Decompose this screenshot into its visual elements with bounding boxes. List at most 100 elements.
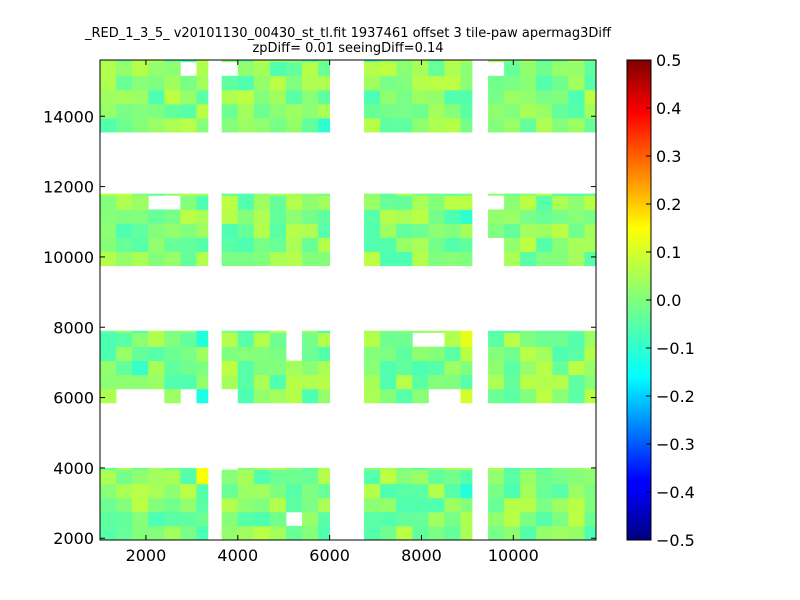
- heatmap-cell: [180, 332, 197, 347]
- heatmap-cell: [412, 497, 429, 513]
- heatmap-cell: [253, 103, 271, 119]
- heatmap-cell: [520, 89, 537, 105]
- heatmap-cell: [116, 467, 133, 471]
- heatmap-cell: [488, 193, 505, 196]
- heatmap-cell: [504, 360, 521, 376]
- heatmap-cell: [180, 467, 197, 471]
- heatmap-cell: [180, 511, 197, 527]
- heatmap-cell: [584, 467, 596, 471]
- heatmap-cell: [253, 469, 271, 485]
- heatmap-cell: [237, 89, 255, 105]
- heatmap-cell: [253, 330, 271, 333]
- x-tick-label: 10000: [488, 546, 539, 565]
- heatmap-cell: [412, 61, 429, 77]
- heatmap-cell: [100, 330, 117, 333]
- heatmap-cell: [318, 251, 331, 267]
- heatmap-cell: [116, 237, 133, 253]
- heatmap-cell: [504, 497, 521, 513]
- heatmap-cell: [568, 467, 585, 471]
- heatmap-cell: [504, 388, 521, 404]
- heatmap-cell: [488, 103, 505, 119]
- heatmap-cell: [180, 251, 197, 267]
- heatmap-cell: [100, 118, 117, 133]
- heatmap-cell: [552, 195, 569, 210]
- heatmap-cell: [504, 469, 521, 485]
- heatmap-cell: [428, 103, 445, 119]
- heatmap-cell: [488, 469, 505, 485]
- heatmap-cell: [488, 374, 505, 390]
- heatmap-cell: [100, 223, 117, 238]
- heatmap-cell: [412, 360, 429, 376]
- heatmap-cell: [412, 103, 429, 119]
- heatmap-cell: [286, 388, 303, 404]
- heatmap-cell: [132, 251, 149, 267]
- heatmap-cell: [116, 469, 133, 485]
- heatmap-cell: [584, 251, 596, 267]
- heatmap-cell: [302, 251, 319, 267]
- heatmap-cell: [237, 209, 255, 224]
- heatmap-cell: [520, 61, 537, 77]
- heatmap-cell: [148, 330, 165, 333]
- heatmap-cell: [568, 483, 585, 499]
- chart-title: _RED_1_3_5_ v20101130_00430_st_tl.fit 19…: [84, 26, 612, 41]
- heatmap-cell: [116, 75, 133, 91]
- heatmap-cell: [221, 195, 239, 210]
- heatmap-cell: [460, 483, 473, 499]
- heatmap-cell: [444, 483, 461, 499]
- heatmap-cell: [318, 209, 331, 224]
- heatmap-cell: [584, 223, 596, 238]
- heatmap-cell: [428, 60, 445, 63]
- heatmap-cell: [460, 103, 473, 119]
- heatmap-cell: [132, 330, 149, 333]
- heatmap-cell: [302, 330, 319, 333]
- heatmap-cell: [428, 483, 445, 499]
- heatmap-cell: [396, 469, 413, 485]
- heatmap-cell: [302, 511, 319, 527]
- heatmap-cell: [116, 103, 133, 119]
- heatmap-cell: [396, 103, 413, 119]
- heatmap-cell: [132, 360, 149, 376]
- heatmap-cell: [520, 467, 537, 471]
- heatmap-cell: [100, 89, 117, 105]
- heatmap-cell: [180, 103, 197, 119]
- heatmap-cell: [380, 332, 397, 347]
- heatmap-cell: [364, 89, 381, 105]
- heatmap-cell: [196, 467, 209, 471]
- heatmap-cell: [504, 346, 521, 362]
- heatmap-cell: [164, 251, 181, 267]
- heatmap-cell: [100, 483, 117, 499]
- y-tick-label: 12000: [43, 178, 94, 197]
- heatmap-cell: [584, 193, 596, 196]
- heatmap-cell: [520, 193, 537, 196]
- heatmap-cell: [460, 497, 473, 513]
- heatmap-cell: [504, 118, 521, 133]
- heatmap-cell: [536, 525, 553, 540]
- heatmap-cell: [520, 346, 537, 362]
- heatmap-cell: [552, 103, 569, 119]
- y-tick-label: 10000: [43, 248, 94, 267]
- heatmap-cell: [488, 330, 505, 333]
- heatmap-cell: [180, 525, 197, 540]
- heatmap-cell: [286, 483, 303, 499]
- heatmap-cell: [396, 60, 413, 63]
- heatmap-cell: [396, 497, 413, 513]
- heatmap-cell: [520, 483, 537, 499]
- heatmap-cell: [460, 467, 473, 471]
- heatmap-cell: [286, 195, 303, 210]
- heatmap-cell: [504, 374, 521, 390]
- heatmap-cell: [584, 360, 596, 376]
- heatmap-cell: [460, 525, 473, 540]
- heatmap-cell: [237, 237, 255, 253]
- heatmap-cell: [568, 75, 585, 91]
- heatmap-cell: [196, 193, 209, 196]
- heatmap-cell: [568, 332, 585, 347]
- heatmap-cell: [552, 360, 569, 376]
- heatmap-cells: [100, 60, 596, 540]
- heatmap-cell: [269, 483, 287, 499]
- heatmap-cell: [396, 193, 413, 196]
- heatmap-cell: [237, 346, 255, 362]
- heatmap-cell: [444, 118, 461, 133]
- heatmap-cell: [132, 374, 149, 390]
- heatmap-cell: [132, 483, 149, 499]
- heatmap-cell: [318, 469, 331, 485]
